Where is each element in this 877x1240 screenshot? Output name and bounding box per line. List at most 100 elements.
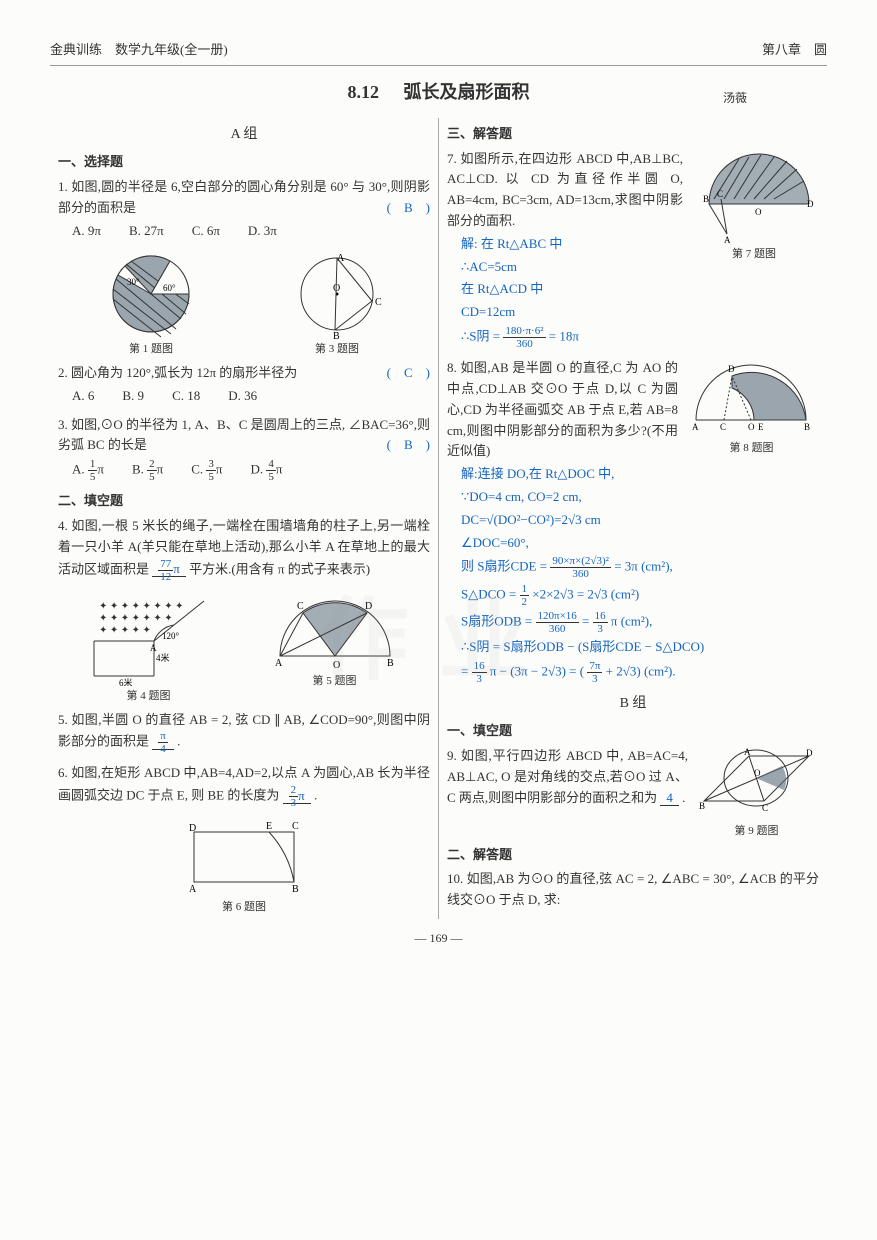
section-name: 弧长及扇形面积 (404, 82, 530, 102)
q8-text: 8. 如图,AB 是半圆 O 的直径,C 为 AO 的中点,CD⊥AB 交⊙O … (447, 360, 678, 458)
svg-text:C: C (762, 803, 768, 813)
svg-text:O: O (754, 768, 761, 778)
svg-text:120°: 120° (162, 631, 180, 641)
q6-text: 6. 如图,在矩形 ABCD 中,AB=4,AD=2,以点 A 为圆心,AB 长… (58, 765, 430, 802)
section-number: 8.12 (348, 82, 380, 102)
fig8-caption: 第 8 题图 (684, 440, 819, 458)
figure-3: O A B C 第 3 题图 (287, 249, 387, 359)
q1-opt-c: C. 6π (192, 221, 220, 242)
page-header: 金典训练 数学九年级(全一册) 第八章 圆 (50, 40, 827, 66)
question-2: 2. 圆心角为 120°,弧长为 12π 的扇形半径为 ( C ) A. 6 B… (58, 363, 430, 407)
q10-text: 10. 如图,AB 为⊙O 的直径,弦 AC = 2, ∠ABC = 30°, … (447, 871, 819, 907)
figure-8: A C O E B D 第 8 题图 (684, 358, 819, 458)
svg-text:D: D (189, 823, 196, 834)
figures-1-3: 60° 30° 第 1 题图 O A B C (58, 249, 430, 359)
svg-text:C: C (717, 189, 723, 199)
two-column-layout: A 组 一、选择题 1. 如图,圆的半径是 6,空白部分的圆心角分别是 60° … (50, 118, 827, 919)
svg-text:D: D (807, 199, 814, 209)
svg-text:C: C (292, 821, 299, 832)
figure-6-row: D E C A B 第 6 题图 (58, 817, 430, 917)
q3-opt-c: C. 35π (191, 458, 222, 483)
question-4: 4. 如图,一根 5 米长的绳子,一端栓在围墙墙角的柱子上,另一端栓着一只小羊 … (58, 516, 430, 583)
svg-text:O: O (748, 422, 755, 432)
svg-text:6米: 6米 (119, 677, 133, 686)
svg-text:B: B (387, 658, 394, 669)
svg-text:A: A (275, 658, 283, 669)
q6-answer: 23π (283, 788, 311, 804)
section-fill-heading: 二、填空题 (58, 491, 430, 512)
svg-text:B: B (292, 884, 299, 895)
figure-6: D E C A B 第 6 题图 (174, 817, 314, 917)
q1-options: A. 9π B. 27π C. 6π D. 3π (58, 221, 430, 242)
q8-s1: 解:连接 DO,在 Rt△DOC 中, (461, 464, 819, 485)
group-a-heading: A 组 (58, 124, 430, 146)
svg-text:A: A (150, 643, 157, 653)
svg-text:C: C (297, 601, 304, 612)
fig7-caption: 第 7 题图 (689, 246, 819, 264)
question-9: B C D A O 第 9 题图 9. 如图,平行四边形 ABCD 中, AB=… (447, 746, 819, 808)
fig6-caption: 第 6 题图 (174, 899, 314, 917)
q3-opt-a: A. 15π (72, 458, 104, 483)
q1-opt-b: B. 27π (129, 221, 164, 242)
page-container: 作业 金典训练 数学九年级(全一册) 第八章 圆 8.12 弧长及扇形面积 汤薇… (0, 0, 877, 1240)
q4-tail: 平方米.(用含有 π 的式子来表示) (189, 561, 370, 576)
svg-text:A: A (724, 235, 731, 244)
figure-1: 60° 30° 第 1 题图 (101, 249, 201, 359)
q2-opt-c: C. 18 (172, 386, 200, 407)
svg-text:C: C (375, 297, 382, 308)
q7-text: 7. 如图所示,在四边形 ABCD 中,AB⊥BC, AC⊥CD. 以 CD 为… (447, 151, 683, 228)
q7-s5: ∴S阴 = 180·π·6²360 = 18π (461, 325, 819, 350)
q3-opt-d: D. 45π (250, 458, 282, 483)
svg-text:30°: 30° (127, 277, 140, 287)
section-solve-heading: 三、解答题 (447, 124, 819, 145)
page-number: — 169 — (50, 929, 827, 948)
q3-text: 3. 如图,⊙O 的半径为 1, A、B、C 是圆周上的三点, ∠BAC=36°… (58, 417, 430, 453)
fig7-svg: B C D O A (689, 149, 819, 244)
q8-s3: DC=√(DO²−CO²)=2√3 cm (461, 510, 819, 531)
svg-text:D: D (728, 364, 735, 374)
question-3: 3. 如图,⊙O 的半径为 1, A、B、C 是圆周上的三点, ∠BAC=36°… (58, 415, 430, 484)
q4-answer: 7712π (152, 561, 186, 577)
right-column: 三、解答题 B C D O A 第 7 题图 (439, 118, 827, 919)
q2-opt-a: A. 6 (72, 386, 94, 407)
fig4-caption: 第 4 题图 (84, 688, 214, 706)
fig9-svg: B C D A O (694, 746, 819, 821)
svg-text:D: D (365, 601, 372, 612)
svg-text:E: E (266, 821, 272, 832)
q3-options: A. 15π B. 25π C. 35π D. 45π (58, 458, 430, 483)
fig3-svg: O A B C (287, 249, 387, 339)
question-6: 6. 如图,在矩形 ABCD 中,AB=4,AD=2,以点 A 为圆心,AB 长… (58, 763, 430, 809)
question-1: 1. 如图,圆的半径是 6,空白部分的圆心角分别是 60° 与 30°,则阴影部… (58, 177, 430, 241)
question-5: 5. 如图,半圆 O 的直径 AB = 2, 弦 CD ∥ AB, ∠COD=9… (58, 710, 430, 756)
group-b-heading: B 组 (447, 693, 819, 715)
fig1-svg: 60° 30° (101, 249, 201, 339)
question-7: B C D O A 第 7 题图 7. 如图所示,在四边形 ABCD 中,AB⊥… (447, 149, 819, 351)
q1-opt-d: D. 3π (248, 221, 277, 242)
q8-s7: S扇形ODB = 120π×16360 = 163 π (cm²), (461, 610, 819, 635)
q5-answer: π4 (152, 734, 174, 750)
svg-text:D: D (806, 748, 813, 758)
svg-text:O: O (333, 660, 340, 671)
figure-9: B C D A O 第 9 题图 (694, 746, 819, 841)
q1-opt-a: A. 9π (72, 221, 101, 242)
fig1-caption: 第 1 题图 (101, 341, 201, 359)
figure-4: ✦ ✦ ✦ ✦ ✦ ✦ ✦ ✦ ✦ ✦ ✦ ✦ ✦ ✦ ✦ ✦ ✦ ✦ ✦ ✦ … (84, 591, 214, 706)
figure-5: A O B C D 第 5 题图 (265, 591, 405, 706)
svg-text:A: A (744, 747, 751, 757)
svg-text:O: O (755, 207, 762, 217)
fig4-svg: ✦ ✦ ✦ ✦ ✦ ✦ ✦ ✦ ✦ ✦ ✦ ✦ ✦ ✦ ✦ ✦ ✦ ✦ ✦ ✦ … (84, 591, 214, 686)
q8-s9: = 163 π − (3π − 2√3) = ( 7π3 + 2√3) (cm²… (461, 660, 819, 685)
svg-text:C: C (720, 422, 726, 432)
header-left: 金典训练 数学九年级(全一册) (50, 40, 228, 61)
svg-text:B: B (699, 801, 705, 811)
svg-text:✦ ✦ ✦ ✦ ✦ ✦ ✦: ✦ ✦ ✦ ✦ ✦ ✦ ✦ (99, 613, 173, 624)
section-choice-heading: 一、选择题 (58, 152, 430, 173)
q8-s4: ∠DOC=60°, (461, 533, 819, 554)
svg-text:60°: 60° (163, 283, 176, 293)
q8-s6: S△DCO = 12 ×2×2√3 = 2√3 (cm²) (461, 583, 819, 608)
fig6-svg: D E C A B (174, 817, 314, 897)
fig5-svg: A O B C D (265, 591, 405, 671)
q9-text: 9. 如图,平行四边形 ABCD 中, AB=AC=4, AB⊥AC, O 是对… (447, 748, 688, 805)
q7-s4: CD=12cm (461, 302, 819, 323)
q5-text: 5. 如图,半圆 O 的直径 AB = 2, 弦 CD ∥ AB, ∠COD=9… (58, 712, 430, 749)
